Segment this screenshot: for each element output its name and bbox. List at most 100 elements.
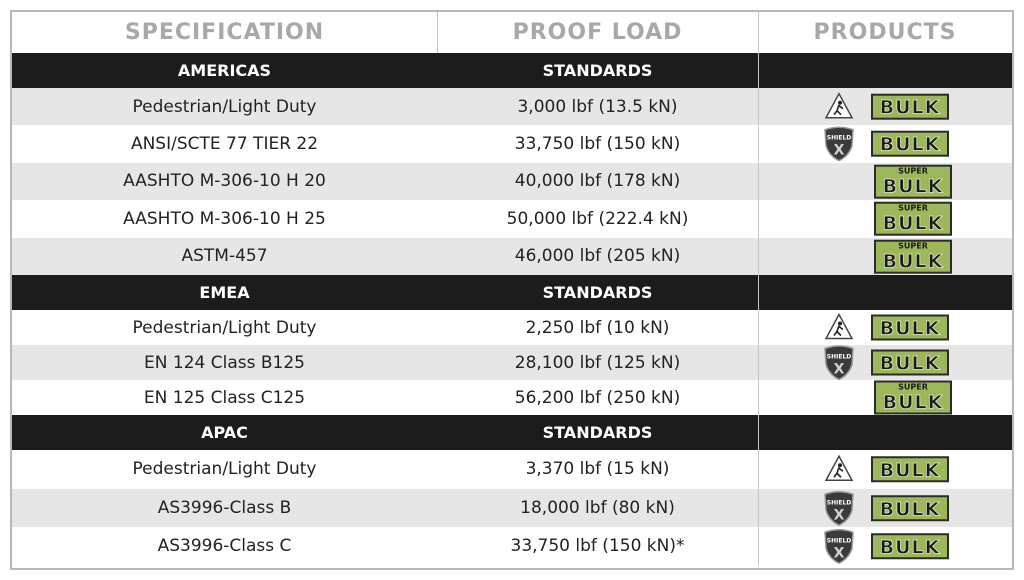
- logo-head: [838, 100, 842, 105]
- bulk-logo: BULK: [871, 533, 949, 560]
- section-subtitle: STANDARDS: [437, 275, 758, 310]
- logo-text: X: [834, 507, 845, 523]
- logo-box: [871, 314, 949, 341]
- specification: EN 125 Class C125: [143, 387, 306, 408]
- column-divider: [758, 53, 759, 566]
- bulk-logo: BULK: [871, 494, 949, 521]
- bulk-logo: BULK: [871, 131, 949, 158]
- proof-load: 28,100 lbf (125 kN): [514, 352, 681, 373]
- logo-figure: [833, 325, 844, 337]
- proof-load: 46,000 lbf (205 kN): [514, 246, 681, 267]
- logo-text: SHIELD: [827, 499, 851, 506]
- logo-text: BULK: [880, 353, 941, 375]
- logo-box: [871, 456, 949, 483]
- pedestrian-logo: [824, 312, 854, 340]
- specification: ASTM-457: [181, 246, 268, 267]
- logo-shield: [824, 126, 854, 162]
- logo-text: BULK: [880, 498, 941, 520]
- proof-load: 40,000 lbf (178 kN): [514, 171, 681, 192]
- proof-load: 2,250 lbf (10 kN): [525, 317, 670, 338]
- table-row: [12, 200, 1012, 238]
- proof-load: 33,750 lbf (150 kN)*: [510, 536, 685, 557]
- logo-text: BULK: [880, 134, 941, 156]
- column-divider: [758, 12, 759, 53]
- logo-box: [874, 201, 952, 236]
- logo-text: SUPER: [898, 241, 928, 250]
- logo-shield: [824, 490, 854, 526]
- products: BULK: [824, 312, 949, 341]
- logo-text: BULK: [883, 250, 944, 272]
- logo-box: [871, 131, 949, 158]
- logo-box: [874, 380, 952, 415]
- logo-text: X: [834, 143, 845, 159]
- logo-shield: [824, 345, 854, 380]
- logo-text: X: [834, 362, 845, 378]
- section-name: APAC: [12, 415, 437, 450]
- logo-text: BULK: [880, 318, 941, 340]
- specification: EN 124 Class B125: [144, 352, 305, 373]
- section-name: EMEA: [12, 275, 437, 310]
- logo-box: [871, 533, 949, 560]
- proof-load: 3,000 lbf (13.5 kN): [517, 96, 678, 117]
- specification: Pedestrian/Light Duty: [132, 317, 317, 338]
- logo-box: [874, 239, 952, 274]
- proof-load: 33,750 lbf (150 kN): [514, 134, 681, 155]
- bulk-logo: BULK: [871, 93, 949, 120]
- section-name: AMERICAS: [12, 53, 437, 88]
- logo-box: [871, 93, 949, 120]
- products: BULK: [824, 454, 949, 483]
- table-row: [12, 162, 1012, 201]
- logo-text: SUPER: [898, 204, 928, 213]
- proof-load: 56,200 lbf (250 kN): [514, 387, 681, 408]
- bulk-logo: BULK: [871, 456, 949, 483]
- logo-box: [874, 164, 952, 199]
- column-divider: [437, 12, 438, 53]
- proof-load: 18,000 lbf (80 kN): [520, 497, 675, 518]
- logo-figure: [833, 466, 844, 478]
- specification: AASHTO M-306-10 H 25: [123, 208, 326, 229]
- column-header: PRODUCTS: [813, 20, 957, 45]
- specification: ANSI/SCTE 77 TIER 22: [130, 134, 319, 155]
- bulk-logo: BULK: [871, 349, 949, 376]
- specification: Pedestrian/Light Duty: [132, 96, 317, 117]
- logo-text: SUPER: [898, 383, 928, 392]
- logo-head: [838, 321, 842, 326]
- logo-head: [838, 463, 842, 468]
- logo-text: BULK: [880, 97, 941, 119]
- logo-text: BULK: [883, 213, 944, 235]
- proof-load: 50,000 lbf (222.4 kN): [506, 208, 689, 229]
- column-header: PROOF LOAD: [512, 20, 683, 45]
- logo-text: SHIELD: [827, 537, 851, 544]
- logo-text: SHIELD: [827, 354, 851, 361]
- logo-text: X: [834, 545, 845, 561]
- spec-table: SPECIFICATION PROOF LOAD PRODUCTS AMERICAS S…: [10, 10, 1014, 570]
- specification: Pedestrian/Light Duty: [132, 459, 317, 480]
- pedestrian-logo: [824, 92, 854, 119]
- logo-text: BULK: [883, 175, 944, 197]
- logo-shield: [824, 529, 854, 565]
- pedestrian-logo: [824, 454, 854, 481]
- logo-box: [871, 349, 949, 376]
- table-row: [12, 380, 1012, 415]
- section-subtitle: STANDARDS: [437, 53, 758, 88]
- section-subtitle: STANDARDS: [437, 415, 758, 450]
- logo-box: [871, 494, 949, 521]
- logo-text: SHIELD: [827, 135, 851, 142]
- logo-text: BULK: [883, 392, 944, 414]
- logo-text: BULK: [880, 536, 941, 558]
- proof-load: 3,370 lbf (15 kN): [525, 459, 670, 480]
